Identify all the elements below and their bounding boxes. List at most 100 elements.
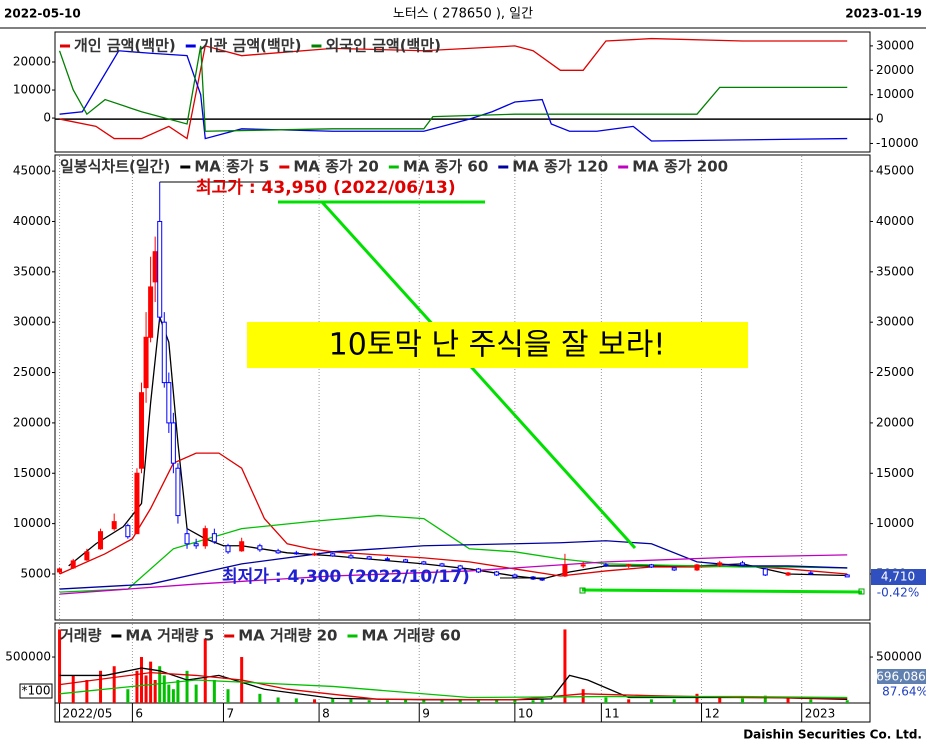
y-tick-label: 10000 xyxy=(876,516,914,530)
volume-bar xyxy=(563,629,567,703)
series-line xyxy=(59,37,848,140)
low-underline xyxy=(581,588,863,594)
y-tick-label: 25000 xyxy=(876,365,914,379)
volume-bar xyxy=(531,700,535,703)
x-tick-label: 10 xyxy=(518,707,533,721)
volume-bar xyxy=(540,698,544,703)
volume-bar xyxy=(672,699,676,703)
x-tick-label: 8 xyxy=(322,707,330,721)
volume-bar xyxy=(385,700,389,703)
x-tick-label: 2023 xyxy=(805,707,836,721)
volume-bar xyxy=(513,699,517,703)
volume-bar xyxy=(153,680,157,703)
header-title: 노터스 ( 278650 ), 일간 xyxy=(393,7,533,22)
series-line xyxy=(59,540,848,590)
y-tick-label: 5000 xyxy=(20,566,51,580)
legend-label: MA 거래량 60 xyxy=(362,627,461,645)
volume-bar xyxy=(695,693,699,703)
pointer-line xyxy=(320,200,637,550)
volume-bar xyxy=(367,700,371,703)
candle-body xyxy=(475,568,481,573)
candle-body xyxy=(166,382,172,424)
candle-body xyxy=(111,521,117,530)
candle-body xyxy=(202,528,208,547)
volume-bar xyxy=(440,700,444,703)
candle-body xyxy=(785,572,791,576)
candle-body xyxy=(648,564,654,568)
x-tick-label: 7 xyxy=(226,707,234,721)
candle-body xyxy=(512,574,518,578)
legend-label: 일봉식차트(일간) xyxy=(60,158,170,176)
last-price-box xyxy=(871,569,926,585)
candle-body xyxy=(184,533,190,545)
volume-bar xyxy=(112,666,116,703)
axes: 2022/05 6 7 8 9 10 11 12 2023 0 10000 20000 -10000 0 1… xyxy=(5,37,922,722)
y-tick-label: 30000 xyxy=(876,315,914,329)
candle-body xyxy=(626,564,632,567)
y-tick-label: -10000 xyxy=(876,136,919,150)
volume-bar xyxy=(627,699,631,703)
volume-bar xyxy=(349,699,353,703)
y-tick-label: 20000 xyxy=(13,415,51,429)
high-label: 최고가 : 43,950 (2022/06/13) xyxy=(196,178,456,198)
y-tick-label: 30000 xyxy=(13,315,51,329)
series-line xyxy=(59,50,848,142)
candle-body xyxy=(603,564,609,567)
volume-bar xyxy=(99,670,103,703)
candle-body xyxy=(225,545,231,553)
y-tick-label: 10000 xyxy=(13,83,51,97)
volume-bar xyxy=(809,699,813,703)
legend-label: MA 종가 5 xyxy=(194,158,269,176)
candle-body xyxy=(293,552,299,555)
candle-body xyxy=(239,541,245,552)
x-tick-label: 6 xyxy=(135,707,143,721)
volume-bar xyxy=(845,700,849,703)
y-tick-label: 35000 xyxy=(13,264,51,278)
end-date: 2023-01-19 xyxy=(845,7,922,21)
y-tick-label: 25000 xyxy=(13,365,51,379)
volume-panel xyxy=(54,622,871,704)
footer: Daishin Securities Co. Ltd. xyxy=(743,728,922,742)
candle-body xyxy=(694,564,700,571)
last-volume: 696,086 xyxy=(876,670,926,684)
volume-plot xyxy=(58,623,849,703)
legend-label: MA 종가 60 xyxy=(403,158,488,176)
candle-body xyxy=(562,564,568,577)
volume-bar xyxy=(226,689,230,703)
candle-body xyxy=(740,562,746,566)
y-tick-label: 35000 xyxy=(876,264,914,278)
volume-bar xyxy=(212,680,216,703)
legend-label: 개인 금액(백만) xyxy=(74,37,176,55)
candle-body xyxy=(125,525,131,538)
y-tick-label: 500000 xyxy=(876,650,922,664)
candle-body xyxy=(134,472,140,535)
candle-body xyxy=(717,562,723,566)
unit-box xyxy=(19,683,53,699)
low-label: 최저가 : 4,300 (2022/10/17) xyxy=(222,567,470,587)
x-tick-label: 9 xyxy=(422,707,430,721)
y-tick-label: 0 xyxy=(876,112,884,126)
start-date: 2022-05-10 xyxy=(4,7,81,21)
volume-bar xyxy=(313,699,317,703)
legend-label: MA 종가 120 xyxy=(512,158,608,176)
candle-body xyxy=(457,565,463,570)
banner: 10토막 난 주식을 잘 보라! xyxy=(329,328,666,363)
last-price: 4,710 xyxy=(881,570,915,584)
candle-body xyxy=(84,551,90,561)
series-line xyxy=(59,554,848,595)
volume-bar xyxy=(167,684,171,703)
flow-plot xyxy=(55,37,870,142)
candle-body xyxy=(403,559,409,563)
volume-bar xyxy=(176,680,180,703)
volume-bar xyxy=(258,693,262,703)
volume-bar xyxy=(135,670,139,703)
legend-label: 거래량 xyxy=(60,627,102,645)
x-axis-strip xyxy=(54,702,871,723)
volume-bar xyxy=(604,697,608,703)
volume-bar xyxy=(763,695,767,703)
candle-body xyxy=(844,574,850,578)
y-tick-label: 20000 xyxy=(876,63,914,77)
volume-bar xyxy=(294,698,298,703)
candle-body xyxy=(152,251,158,283)
y-tick-label: 500000 xyxy=(5,650,51,664)
